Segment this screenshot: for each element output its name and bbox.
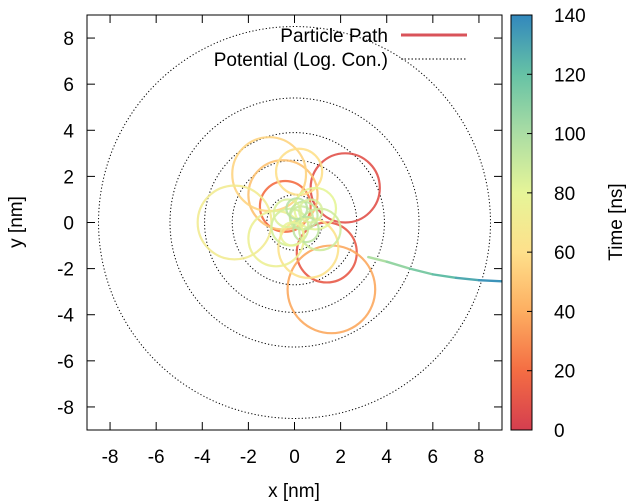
x-axis: -8 -6 -4 -2 0 2 4 6 8 (102, 15, 485, 468)
y-tick-label: -2 (57, 260, 74, 281)
y-tick-label: 4 (63, 121, 74, 142)
path-segment (454, 276, 481, 282)
x-tick-label: -2 (240, 447, 257, 468)
path-loop (196, 184, 273, 261)
y-tick-label: 8 (63, 29, 74, 50)
path-segment (367, 255, 388, 263)
x-tick-label: 8 (474, 447, 485, 468)
potential-contour (98, 26, 491, 419)
colorbar-label: Time [ns] (606, 183, 627, 260)
path-loop (298, 198, 324, 224)
x-tick-label: 2 (335, 447, 346, 468)
legend-entry-particle-path: Particle Path (280, 26, 388, 47)
path-loop (292, 215, 320, 244)
y-axis-label: y [nm] (6, 196, 27, 248)
colorbar-tick-label: 60 (554, 243, 575, 264)
y-tick-label: 6 (63, 75, 74, 96)
path-loop (247, 159, 319, 231)
legend-entry-potential: Potential (Log. Con.) (214, 50, 388, 71)
path-segment (385, 260, 411, 270)
potential-contour (169, 97, 420, 348)
x-tick-label: 4 (381, 447, 392, 468)
path-loop (286, 244, 377, 335)
path-segment (408, 267, 435, 276)
potential-contour (204, 132, 385, 313)
colorbar-tick-label: 0 (554, 421, 565, 442)
colorbar-tick-label: 40 (554, 302, 575, 323)
x-tick-label: -4 (194, 447, 211, 468)
colorbar-tick-label: 80 (554, 184, 575, 205)
y-tick-label: -8 (57, 398, 74, 419)
colorbar: 0 20 40 60 80 100 120 140 Time [ns] (510, 6, 627, 442)
y-tick-label: 2 (63, 167, 74, 188)
colorbar-tick-label: 140 (554, 6, 586, 27)
y-axis: -8 -6 -4 -2 0 2 4 6 8 (57, 29, 502, 419)
x-axis-label: x [nm] (268, 481, 320, 502)
colorbar-tick-label: 120 (554, 65, 586, 86)
path-loop (279, 221, 305, 247)
path-segment (477, 278, 502, 283)
colorbar-gradient (510, 14, 533, 431)
colorbar-tick-label: 20 (554, 362, 575, 383)
y-tick-label: 0 (63, 214, 74, 235)
colorbar-tick-label: 100 (554, 125, 586, 146)
y-tick-label: -6 (57, 352, 74, 373)
legend: Particle Path Potential (Log. Con.) (214, 26, 467, 71)
path-loop (258, 179, 312, 233)
x-tick-label: 6 (428, 447, 439, 468)
colorbar-ticks: 0 20 40 60 80 100 120 140 (527, 6, 586, 442)
path-loop (285, 197, 309, 221)
x-tick-label: -6 (148, 447, 165, 468)
potential-contour (231, 159, 358, 286)
path-segment (431, 273, 458, 280)
x-tick-label: 0 (289, 447, 300, 468)
particle-path (196, 136, 502, 335)
y-tick-label: -4 (57, 306, 74, 327)
path-loop (272, 198, 303, 229)
x-tick-label: -8 (102, 447, 119, 468)
